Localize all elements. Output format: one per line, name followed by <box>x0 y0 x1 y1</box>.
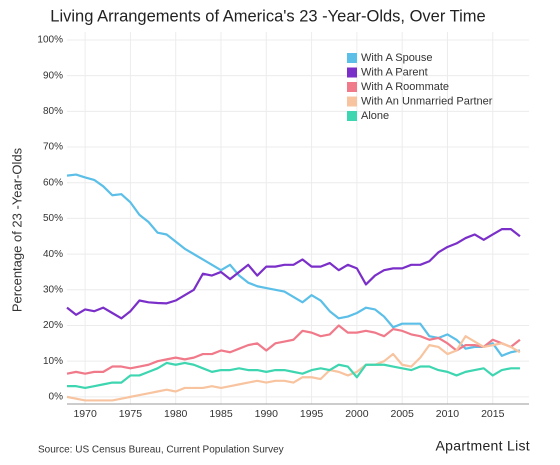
y-tick-label: 20% <box>43 320 63 331</box>
y-tick-label: 70% <box>43 142 63 153</box>
legend-label: With A Spouse <box>361 52 433 64</box>
y-tick-label: 90% <box>43 70 63 81</box>
logo: Apartment List <box>436 438 530 454</box>
x-tick-label: 1980 <box>164 408 188 420</box>
x-tick-label: 2000 <box>345 408 369 420</box>
legend-label: With A Roommate <box>361 81 449 93</box>
y-tick-label: 30% <box>43 284 63 295</box>
legend-label: With An Unmarried Partner <box>361 95 493 107</box>
y-tick-label: 40% <box>43 249 63 260</box>
legend-label: With A Parent <box>361 66 428 78</box>
legend-label: Alone <box>361 110 389 122</box>
series-line <box>66 173 521 357</box>
legend-swatch <box>347 96 357 107</box>
x-tick-label: 1990 <box>255 408 279 420</box>
series-line <box>66 335 521 402</box>
source: Source: US Census Bureau, Current Popula… <box>38 445 284 456</box>
series-line <box>66 324 521 375</box>
series-line <box>67 361 520 390</box>
series-line <box>66 228 521 320</box>
y-axis-title: Percentage of 23 -Year-Olds <box>9 147 24 312</box>
legend-swatch <box>347 82 357 92</box>
x-tick-label: 2015 <box>481 408 505 420</box>
x-tick-label: 1995 <box>300 408 324 420</box>
x-tick-label: 1975 <box>119 408 143 420</box>
y-tick-label: 10% <box>43 356 63 367</box>
y-tick-label: 100% <box>37 35 63 46</box>
x-tick-label: 2010 <box>436 408 460 420</box>
y-tick-label: 0% <box>49 392 64 403</box>
y-tick-label: 60% <box>43 177 63 188</box>
y-tick-label: 80% <box>43 106 63 117</box>
legend-swatch <box>347 53 357 63</box>
x-tick-label: 1970 <box>73 408 97 420</box>
legend-swatch <box>347 67 357 78</box>
x-tick-label: 1985 <box>209 408 233 420</box>
legend-swatch <box>347 111 357 121</box>
chart-title: Living Arrangements of America's 23 -Yea… <box>50 7 485 25</box>
y-tick-label: 50% <box>43 213 63 224</box>
x-tick-label: 2005 <box>390 408 414 420</box>
